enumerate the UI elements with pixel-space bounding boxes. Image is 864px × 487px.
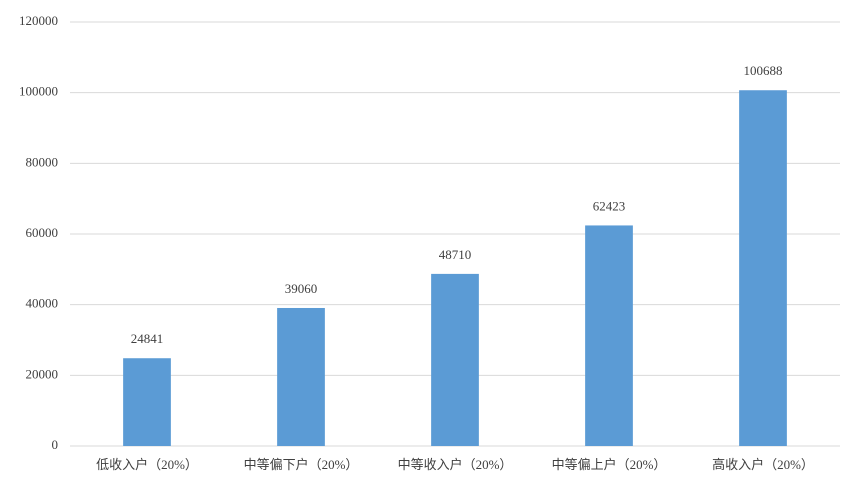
- x-tick-label: 低收入户（20%）: [96, 457, 198, 472]
- data-label: 24841: [131, 331, 164, 346]
- data-label: 39060: [285, 281, 318, 296]
- y-tick-label: 20000: [26, 366, 59, 381]
- bar: [277, 307, 325, 446]
- y-tick-label: 120000: [19, 13, 58, 28]
- bar: [585, 225, 633, 446]
- x-tick-label: 中等偏上户（20%）: [552, 457, 667, 472]
- y-tick-label: 0: [52, 437, 59, 452]
- data-label: 100688: [744, 63, 783, 78]
- x-tick-label: 中等收入户（20%）: [398, 457, 513, 472]
- x-tick-label: 中等偏下户（20%）: [244, 457, 359, 472]
- x-tick-label: 高收入户（20%）: [712, 457, 814, 472]
- y-tick-label: 80000: [26, 154, 59, 169]
- bar: [123, 358, 171, 446]
- y-tick-label: 40000: [26, 296, 59, 311]
- y-tick-label: 100000: [19, 84, 58, 99]
- data-label: 62423: [593, 198, 626, 213]
- bar: [739, 90, 787, 447]
- y-tick-label: 60000: [26, 225, 59, 240]
- data-label: 48710: [439, 247, 472, 262]
- bar: [431, 273, 479, 446]
